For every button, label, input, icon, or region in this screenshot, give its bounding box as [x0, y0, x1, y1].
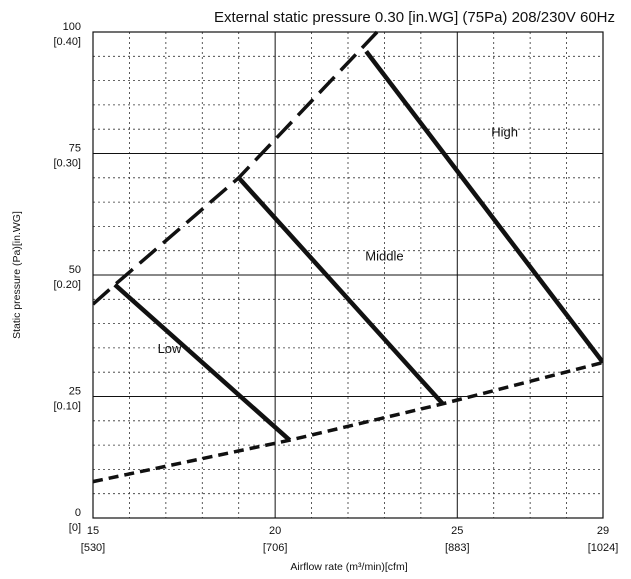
- x-tick-sublabel: [706]: [263, 542, 287, 554]
- x-tick-sublabel: [530]: [81, 542, 105, 554]
- curve-label-middle: Middle: [365, 248, 403, 263]
- x-tick-label: 29: [597, 525, 609, 537]
- y-tick-sublabel: [0.20]: [53, 279, 81, 291]
- x-axis-label: Airflow rate (m³/min)[cfm]: [290, 561, 407, 573]
- x-tick-sublabel: [1024]: [588, 542, 619, 554]
- series-line-lower-limit: [93, 360, 603, 484]
- y-tick-label: 100: [63, 21, 81, 33]
- x-tick-sublabel: [883]: [445, 542, 469, 554]
- y-axis-label: Static pressure (Pa)[in.WG]: [11, 211, 23, 339]
- plot-frame: [92, 31, 604, 519]
- grid: [92, 31, 604, 519]
- y-tick-sublabel: [0.30]: [53, 158, 81, 170]
- chart-title: External static pressure 0.30 [in.WG] (7…: [214, 9, 615, 26]
- x-tick-label: 15: [87, 525, 99, 537]
- series-line-low: [113, 283, 292, 442]
- curve-labels: High Middle Low: [158, 124, 518, 355]
- y-tick-sublabel: [0]: [69, 522, 81, 534]
- y-tick-label: 25: [69, 386, 81, 398]
- series-line-high: [364, 50, 603, 364]
- y-tick-label: 50: [69, 264, 81, 276]
- x-tick-label: 20: [269, 525, 281, 537]
- series-line-upper-limit: [93, 30, 379, 306]
- series-layer: [93, 30, 603, 484]
- tick-labels: 15 [530] 20 [706] 25 [883] 29 [1024] 0 [0] 25 [0.10…: [53, 21, 618, 554]
- y-tick-sublabel: [0.10]: [53, 401, 81, 413]
- curve-label-high: High: [491, 124, 518, 139]
- curve-label-low: Low: [158, 341, 182, 356]
- y-tick-sublabel: [0.40]: [53, 36, 81, 48]
- x-tick-label: 25: [451, 525, 463, 537]
- series-line-middle: [237, 176, 445, 406]
- y-tick-label: 0: [75, 507, 81, 519]
- y-tick-label: 75: [69, 143, 81, 155]
